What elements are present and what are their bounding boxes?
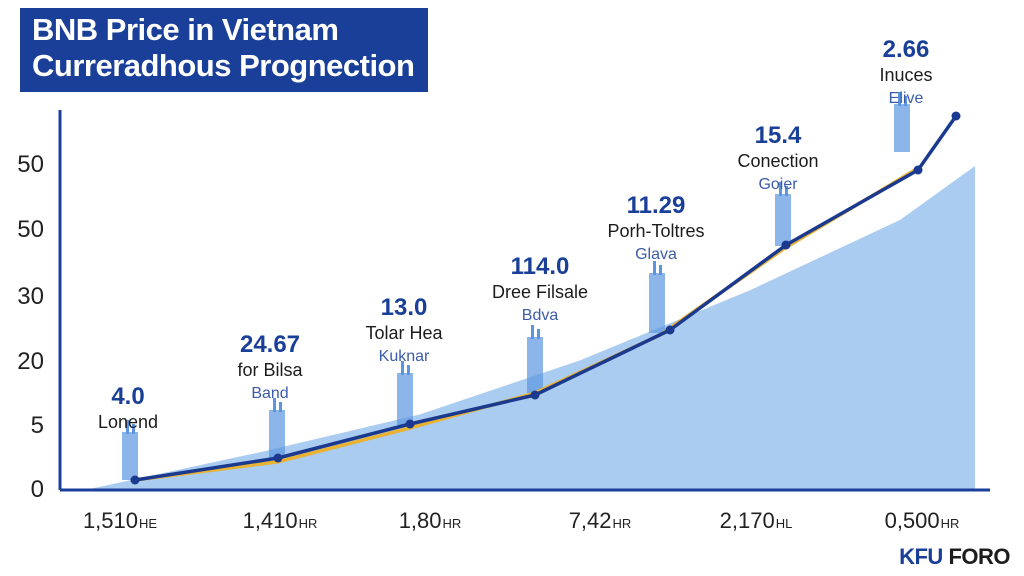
point-caption-label: for Bilsa (237, 360, 303, 380)
price-bar-spike (779, 182, 782, 196)
point-value-label: 4.0 (111, 383, 144, 410)
chart-title-line-2: Curreradhous Prognection (32, 48, 415, 83)
point-caption-label: Porh-Toltres (607, 221, 704, 241)
x-tick-label: 0,500HR (885, 508, 960, 533)
brand-logo: KFU FORO (899, 544, 1010, 570)
y-tick-label: 0 (31, 476, 44, 503)
point-caption-label: Inuces (879, 65, 932, 85)
point-sub-label: Elive (889, 90, 924, 107)
x-tick-label: 1,510HE (83, 508, 157, 533)
price-bar-spike (531, 325, 534, 339)
price-bar-spike (653, 261, 656, 275)
price-bar-spike (126, 420, 129, 434)
series-dark-point (130, 475, 140, 485)
y-tick-label: 50 (17, 151, 44, 178)
price-bar (397, 373, 413, 425)
point-value-label: 114.0 (511, 253, 570, 280)
y-tick-label: 50 (17, 216, 44, 243)
brand-logo-part-1: KFU (899, 544, 943, 569)
series-dark-point (273, 453, 283, 463)
series-dark-point (405, 419, 415, 429)
point-value-label: 2.66 (883, 36, 930, 63)
x-tick-label: 1,80HR (399, 508, 462, 533)
point-value-label: 15.4 (755, 122, 802, 149)
point-sub-label: Goier (758, 176, 798, 193)
price-bar-spike (537, 329, 540, 339)
chart-title: BNB Price in Vietnam Curreradhous Progne… (20, 8, 429, 92)
price-bar-spike (785, 186, 788, 196)
price-bar-spike (279, 402, 282, 412)
projection-area (85, 166, 975, 490)
series-dark-point (781, 240, 791, 250)
series-dark-point (951, 111, 961, 121)
point-caption-label: Dree Filsale (492, 282, 588, 302)
price-bar-spike (132, 424, 135, 434)
series-dark-point (913, 165, 923, 175)
price-bar (122, 432, 138, 480)
y-tick-label: 5 (31, 412, 44, 439)
price-bar (894, 104, 910, 152)
point-sub-label: Glava (635, 246, 677, 263)
point-caption-label: Conection (737, 151, 818, 171)
point-caption-label: Tolar Hea (365, 323, 443, 343)
price-bar (527, 337, 543, 393)
point-value-label: 13.0 (381, 294, 428, 321)
price-bar-spike (904, 96, 907, 106)
point-sub-label: Bdva (522, 307, 559, 324)
price-bar-spike (273, 398, 276, 412)
price-bar (775, 194, 791, 246)
series-dark-point (530, 390, 540, 400)
price-bar-spike (401, 361, 404, 375)
price-bar (269, 410, 285, 458)
x-tick-label: 7,42HR (569, 508, 632, 533)
x-tick-label: 2,170HL (720, 508, 793, 533)
price-bar-spike (407, 365, 410, 375)
point-sub-label: Band (251, 385, 288, 402)
point-caption-label: Lonend (98, 412, 158, 432)
price-bar-spike (659, 265, 662, 275)
series-dark-line (134, 114, 958, 482)
point-value-label: 11.29 (627, 192, 686, 219)
series-dark-point (665, 325, 675, 335)
x-tick-label: 1,410HR (243, 508, 318, 533)
y-tick-label: 30 (17, 283, 44, 310)
point-sub-label: Kuknar (379, 348, 430, 365)
price-bar-spike (898, 92, 901, 106)
brand-logo-part-2: FORO (942, 544, 1010, 569)
chart-title-line-1: BNB Price in Vietnam (32, 12, 339, 47)
point-value-label: 24.67 (240, 331, 300, 358)
price-bar (649, 273, 665, 333)
y-tick-label: 20 (17, 348, 44, 375)
